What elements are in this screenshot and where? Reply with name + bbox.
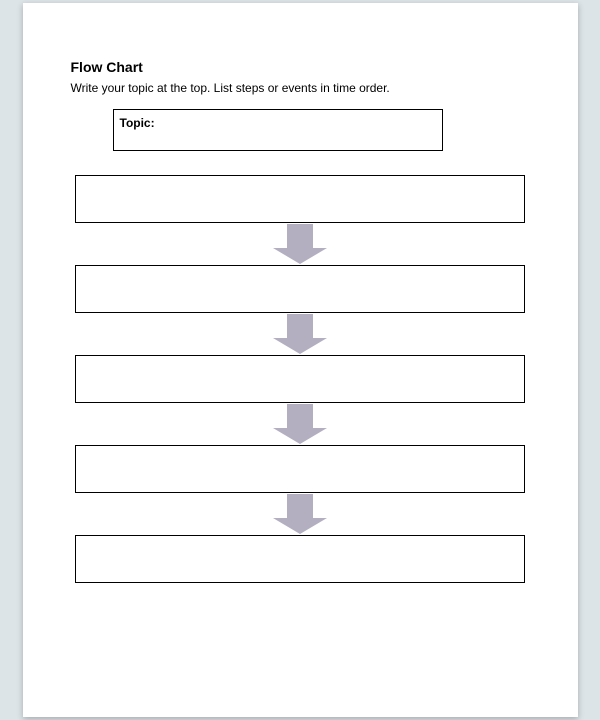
topic-label: Topic: <box>120 116 155 130</box>
worksheet-page: Flow Chart Write your topic at the top. … <box>23 3 578 717</box>
instruction-text: Write your topic at the top. List steps … <box>71 81 530 95</box>
step-box[interactable] <box>75 445 525 493</box>
arrow-wrap <box>273 492 327 536</box>
step-box[interactable] <box>75 355 525 403</box>
down-arrow-icon <box>273 404 327 444</box>
arrow-wrap <box>273 312 327 356</box>
step-box[interactable] <box>75 535 525 583</box>
topic-box[interactable]: Topic: <box>113 109 443 151</box>
down-arrow-icon <box>273 314 327 354</box>
step-box[interactable] <box>75 175 525 223</box>
arrow-wrap <box>273 402 327 446</box>
arrow-wrap <box>273 222 327 266</box>
page-title: Flow Chart <box>71 59 530 75</box>
down-arrow-icon <box>273 494 327 534</box>
step-box[interactable] <box>75 265 525 313</box>
steps-container <box>71 175 530 583</box>
down-arrow-icon <box>273 224 327 264</box>
